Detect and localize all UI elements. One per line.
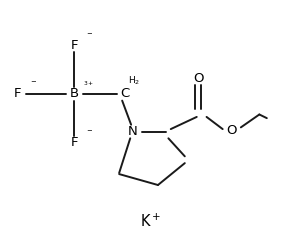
Text: $^{3+}$: $^{3+}$ (83, 80, 95, 89)
Text: $^{-}$: $^{-}$ (86, 31, 94, 41)
Text: F: F (71, 39, 78, 52)
Text: H$_2$: H$_2$ (128, 74, 140, 87)
Text: $^{-}$: $^{-}$ (30, 79, 37, 90)
Text: N: N (128, 125, 138, 138)
Text: O: O (226, 124, 236, 137)
Text: $^{-}$: $^{-}$ (86, 128, 94, 138)
Text: C: C (120, 87, 130, 100)
Text: K$^+$: K$^+$ (140, 213, 161, 230)
Text: F: F (71, 136, 78, 149)
Text: B: B (70, 87, 79, 100)
Text: F: F (14, 87, 22, 100)
Text: O: O (193, 72, 203, 85)
